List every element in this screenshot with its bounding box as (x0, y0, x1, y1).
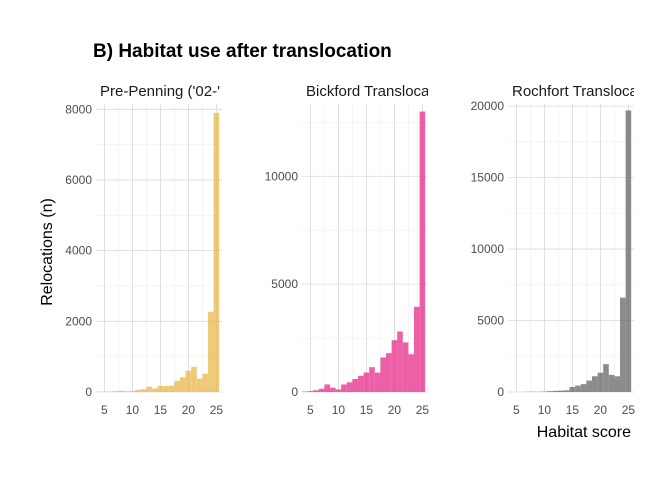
histogram-bar (124, 391, 130, 392)
histogram-bar (157, 385, 164, 392)
histogram-bar (196, 378, 203, 392)
x-tick-label: 5 (101, 403, 108, 417)
y-tick-label: 0 (291, 385, 298, 399)
x-tick-label: 15 (154, 403, 168, 417)
histogram-bar (352, 379, 358, 392)
histogram-bar (135, 389, 141, 392)
panel-strip-label: Bickford Transloca (306, 83, 430, 100)
histogram-bar (163, 385, 169, 392)
panel-3: 0 5000 10000 15000 20000 5 10 15 20 25 Rochfort Tr… (471, 83, 639, 417)
x-tick-label: 20 (182, 403, 196, 417)
y-tick-label: 5000 (477, 314, 504, 328)
x-tick-label: 10 (126, 403, 140, 417)
histogram-bar (185, 370, 192, 392)
histogram-bar (620, 297, 626, 392)
histogram-bar (129, 390, 136, 392)
histogram-bar (380, 357, 386, 392)
histogram-bar (558, 390, 564, 392)
histogram-bar (369, 367, 375, 392)
x-tick-label: 20 (594, 403, 608, 417)
y-tick-label: 4000 (65, 244, 92, 258)
histogram-bar (213, 112, 220, 393)
x-axis-title: Habitat score (537, 424, 631, 441)
histogram-bar (386, 353, 392, 392)
histogram-bar (330, 387, 336, 392)
histogram-bar (614, 376, 620, 392)
chart-title: B) Habitat use after translocation (93, 41, 392, 62)
x-tick-label: 10 (538, 403, 552, 417)
y-tick-label: 5000 (271, 277, 298, 291)
histogram-bar (402, 342, 409, 392)
histogram-bar (341, 384, 347, 392)
y-tick-label: 8000 (65, 102, 92, 116)
histogram-bar (191, 366, 197, 392)
x-tick-label: 10 (332, 403, 346, 417)
histogram-bar (419, 111, 426, 392)
histogram-bar (208, 311, 214, 392)
histogram-bar (174, 380, 180, 392)
histogram-bar (414, 306, 420, 392)
y-tick-label: 6000 (65, 173, 92, 187)
x-tick-label: 20 (388, 403, 402, 417)
histogram-bar (152, 388, 158, 392)
histogram-bar (397, 331, 403, 392)
histogram-bar (363, 372, 370, 392)
x-tick-label: 25 (416, 403, 430, 417)
histogram-bar (324, 384, 330, 392)
y-tick-label: 10000 (265, 169, 299, 183)
histogram-bar (180, 377, 186, 392)
histogram-bar (552, 390, 559, 392)
histogram-bar (307, 391, 314, 392)
y-tick-label: 10000 (471, 242, 505, 256)
histogram-bar (140, 389, 147, 392)
histogram-bar (547, 391, 553, 392)
x-tick-label: 15 (566, 403, 580, 417)
histogram-bar (118, 390, 124, 392)
y-tick-label: 20000 (471, 99, 505, 113)
histogram-bar (112, 391, 119, 392)
histogram-bar (408, 354, 414, 392)
histogram-bar (168, 385, 175, 392)
x-tick-label: 5 (513, 403, 520, 417)
y-tick-label: 2000 (65, 314, 92, 328)
histogram-bar (358, 375, 364, 392)
histogram-bar (564, 390, 570, 392)
histogram-bar (569, 386, 576, 392)
histogram-bar (592, 376, 598, 392)
x-tick-label: 5 (307, 403, 314, 417)
histogram-bar (575, 385, 581, 392)
y-tick-label: 0 (85, 385, 92, 399)
histogram-bar (580, 384, 587, 392)
x-tick-label: 15 (360, 403, 374, 417)
x-tick-label: 25 (622, 403, 636, 417)
panel-strip-label: Rochfort Transloca (512, 83, 639, 100)
histogram-bar (586, 380, 592, 392)
histogram-bar (391, 340, 398, 392)
histogram-bar (313, 390, 319, 392)
histogram-bar (597, 372, 604, 392)
histogram-bar (625, 110, 632, 392)
x-tick-label: 25 (210, 403, 224, 417)
panel-1: 0 2000 4000 6000 8000 5 10 15 20 25 Pre-Penning ('… (65, 83, 223, 417)
histogram-bar (346, 382, 353, 392)
y-axis-title: Relocations (n) (39, 198, 56, 306)
y-tick-label: 15000 (471, 171, 505, 185)
histogram-bar (202, 373, 208, 392)
histogram-bar (603, 364, 609, 392)
histogram-bar (146, 386, 152, 392)
histogram-bar (608, 374, 615, 392)
histogram-bar (318, 388, 325, 392)
histogram-bar (374, 372, 381, 392)
histogram-bar (335, 389, 342, 392)
y-tick-label: 0 (497, 385, 504, 399)
panel-strip-label: Pre-Penning ('02-' (100, 83, 220, 100)
histogram-bar (107, 391, 113, 392)
panel-2: 0 5000 10000 5 10 15 20 25 Bickford Transloca (265, 83, 430, 417)
